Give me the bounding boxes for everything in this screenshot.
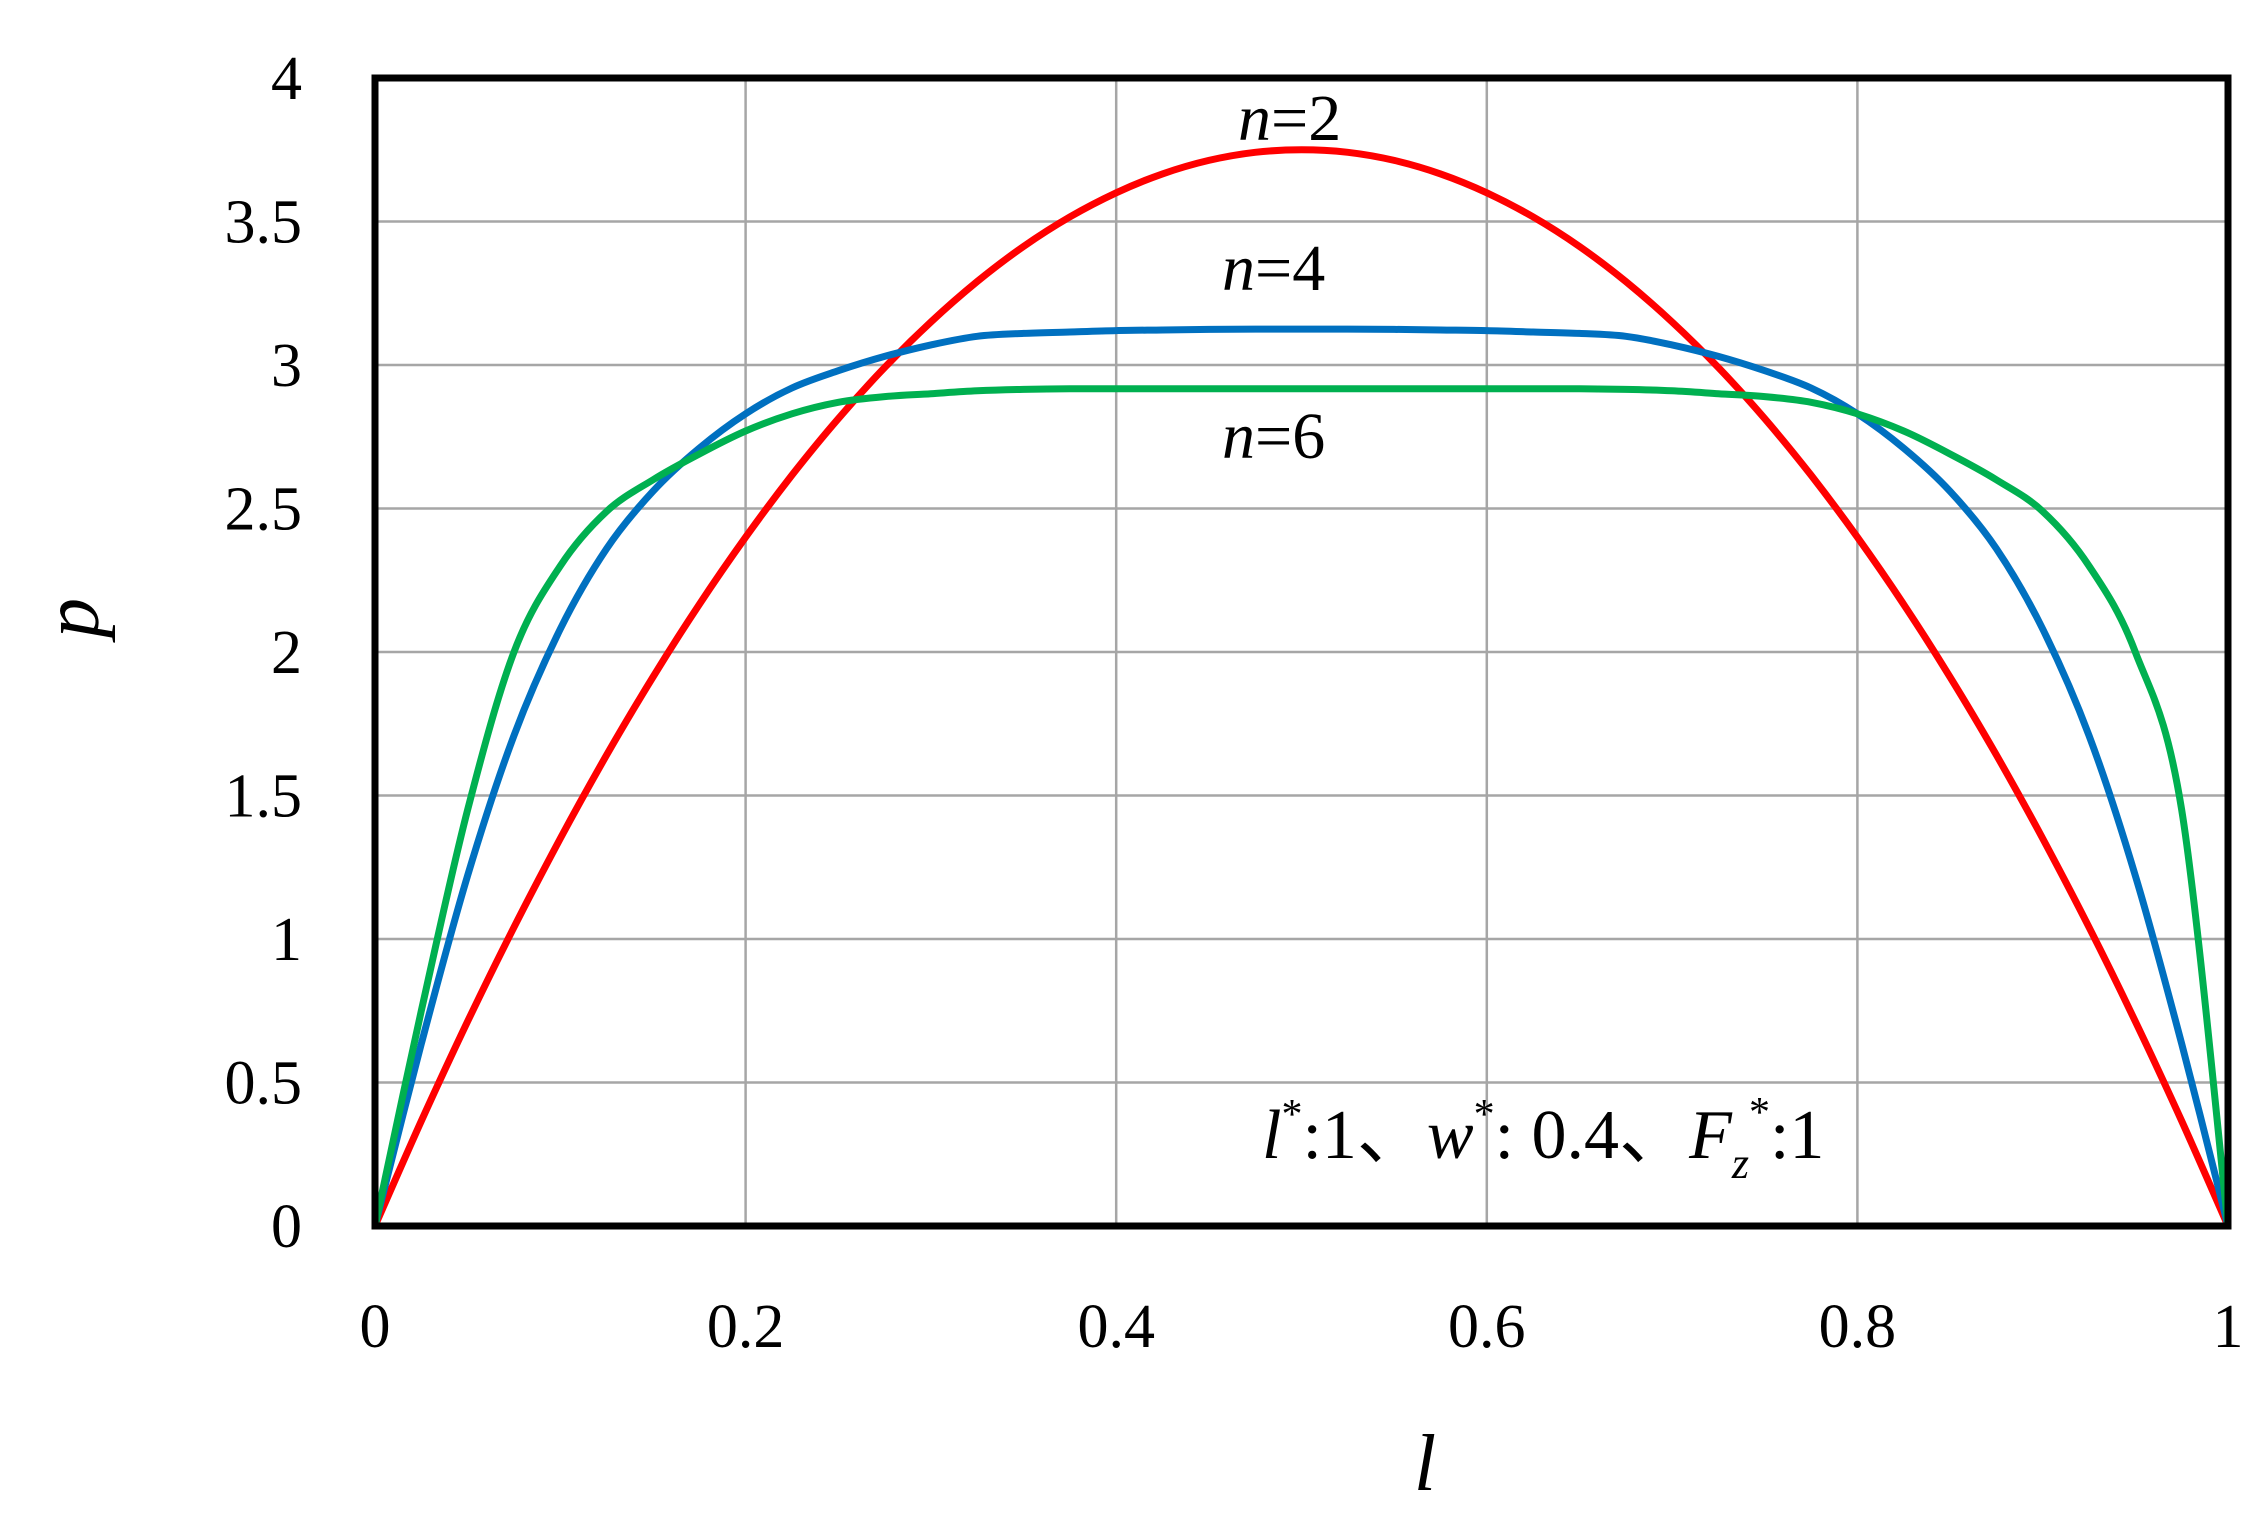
y-tick-label-2: 1 bbox=[271, 906, 302, 974]
y-tick-label-5: 2.5 bbox=[225, 476, 303, 544]
x-axis-label: l bbox=[1414, 1420, 1436, 1508]
series-line-n2 bbox=[371, 146, 2232, 1228]
x-tick-label-0: 0 bbox=[360, 1293, 391, 1361]
parameter-annotation: l*:1、w*: 0.4、Fz*:1 bbox=[1262, 1090, 1824, 1188]
x-tick-labels: 0 0.2 0.4 0.6 0.8 1 bbox=[360, 1293, 2244, 1361]
y-tick-label-7: 3.5 bbox=[225, 189, 303, 257]
series-lines bbox=[371, 146, 2232, 1228]
curve-label-n4: n=4 bbox=[1222, 232, 1325, 305]
annotation-f-symbol: F bbox=[1688, 1097, 1733, 1174]
annotation-f-value: :1 bbox=[1770, 1097, 1824, 1174]
y-tick-label-1: 0.5 bbox=[225, 1050, 303, 1118]
y-tick-label-8: 4 bbox=[271, 45, 302, 113]
curve-label-n4-symbol: n bbox=[1222, 232, 1255, 305]
annotation-l-value: :1、 bbox=[1302, 1097, 1426, 1174]
y-tick-labels: 0 0.5 1 1.5 2 2.5 3 3.5 4 bbox=[225, 45, 303, 1261]
x-tick-label-4: 0.8 bbox=[1819, 1293, 1897, 1361]
curve-label-n2-value: =2 bbox=[1271, 82, 1341, 155]
y-tick-label-6: 3 bbox=[271, 332, 302, 400]
curve-label-n6-value: =6 bbox=[1255, 400, 1325, 473]
y-tick-label-3: 1.5 bbox=[225, 763, 303, 831]
y-axis-label: p bbox=[28, 598, 116, 643]
curve-label-n2: n=2 bbox=[1238, 82, 1341, 155]
annotation-f-sub: z bbox=[1731, 1139, 1749, 1188]
y-tick-label-0: 0 bbox=[271, 1193, 302, 1261]
curve-label-n6: n=6 bbox=[1222, 400, 1325, 473]
x-tick-label-2: 0.4 bbox=[1077, 1293, 1155, 1361]
x-tick-label-3: 0.6 bbox=[1448, 1293, 1526, 1361]
annotation-w-symbol: w bbox=[1427, 1097, 1474, 1174]
curve-label-n6-symbol: n bbox=[1222, 400, 1255, 473]
y-tick-label-4: 2 bbox=[271, 619, 302, 687]
curve-label-n4-value: =4 bbox=[1255, 232, 1325, 305]
annotation-l-symbol: l bbox=[1262, 1097, 1281, 1174]
annotation-l-sup: * bbox=[1281, 1092, 1302, 1138]
curve-label-n2-symbol: n bbox=[1238, 82, 1271, 155]
series-line-n4 bbox=[371, 325, 2232, 1227]
annotation-w-sup: * bbox=[1474, 1092, 1495, 1138]
x-tick-label-1: 0.2 bbox=[707, 1293, 785, 1361]
series-line-n6 bbox=[371, 385, 2232, 1227]
plot-frame bbox=[371, 74, 2232, 1230]
annotation-w-value: : 0.4、 bbox=[1495, 1097, 1689, 1174]
x-tick-label-5: 1 bbox=[2213, 1293, 2244, 1361]
annotation-f-sup: * bbox=[1749, 1090, 1770, 1136]
